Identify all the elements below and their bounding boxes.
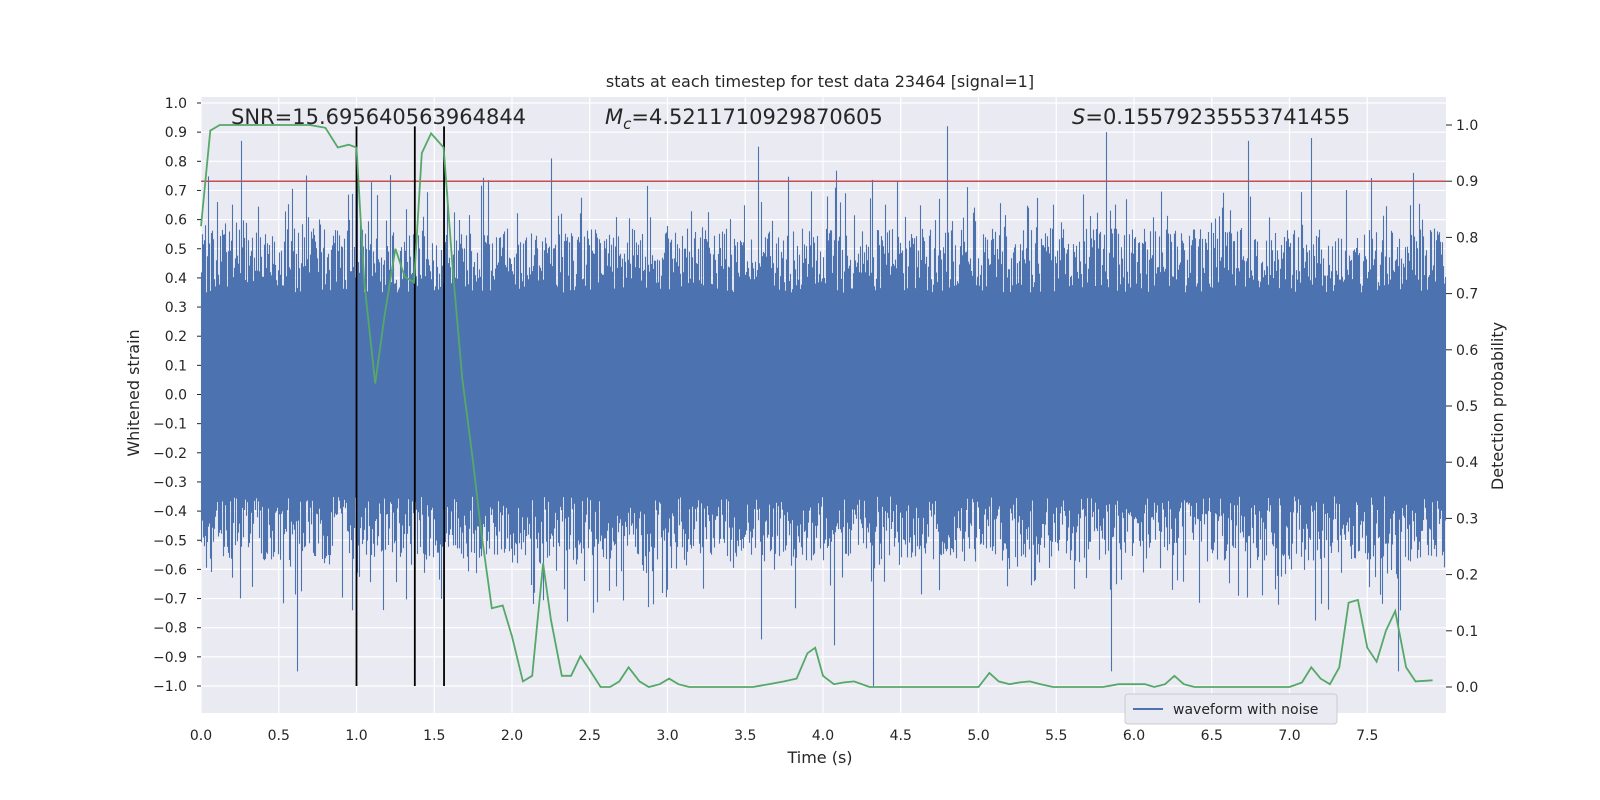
- y-tick-label: −0.2: [153, 446, 187, 462]
- x-tick-label: 4.0: [812, 728, 834, 744]
- y2-tick-label: 0.3: [1456, 511, 1478, 527]
- x-tick-label: 4.5: [890, 728, 912, 744]
- y-tick-label: −0.4: [153, 504, 187, 520]
- x-tick-label: 1.5: [423, 728, 445, 744]
- y-tick-label: −0.1: [153, 417, 187, 433]
- y-tick-label: −0.3: [153, 475, 187, 491]
- x-tick-label: 0.5: [268, 728, 290, 744]
- y-tick-label: 0.0: [165, 388, 187, 404]
- x-tick-label: 7.5: [1356, 728, 1378, 744]
- waveform-trace: [200, 126, 1447, 686]
- y2-tick-label: 0.5: [1456, 399, 1478, 415]
- y-tick-label: 1.0: [165, 96, 187, 112]
- y2-tick-label: 0.1: [1456, 624, 1478, 640]
- y2-axis-label: Detection probability: [1488, 322, 1507, 490]
- s-symbol: S: [1072, 105, 1085, 129]
- y2-tick-label: 0.8: [1456, 230, 1478, 246]
- y-tick-label: 0.9: [165, 125, 187, 141]
- chirp-mass-value: =4.5211710929870605: [631, 105, 882, 129]
- y2-tick-label: 0.0: [1456, 680, 1478, 696]
- x-tick-label: 6.0: [1123, 728, 1145, 744]
- y-tick-label: 0.3: [165, 300, 187, 316]
- y-tick-label: 0.4: [165, 271, 187, 287]
- chirp-mass-symbol: M: [605, 105, 623, 129]
- chirp-mass-annotation: Mc=4.5211710929870605: [605, 105, 883, 133]
- y-tick-label: −1.0: [153, 679, 187, 695]
- x-tick-label: 6.5: [1201, 728, 1223, 744]
- y-tick-label: 0.6: [165, 213, 187, 229]
- x-tick-label: 2.5: [579, 728, 601, 744]
- y2-tick-label: 0.7: [1456, 287, 1478, 303]
- y-tick-label: −0.6: [153, 562, 187, 578]
- y2-tick-label: 0.6: [1456, 343, 1478, 359]
- vertical-markers: [355, 126, 445, 686]
- y2-tick-label: 0.2: [1456, 568, 1478, 584]
- y-tick-label: −0.8: [153, 621, 187, 637]
- waveform-series: [200, 126, 1447, 686]
- y-tick-label: 0.2: [165, 329, 187, 345]
- legend-label-waveform: waveform with noise: [1173, 702, 1318, 718]
- snr-annotation: SNR=15.695640563964844: [231, 105, 526, 129]
- y-tick-label: 0.5: [165, 242, 187, 258]
- y2-tick-label: 1.0: [1456, 118, 1478, 134]
- y-tick-label: 0.7: [165, 183, 187, 199]
- y-tick-label: −0.9: [153, 650, 187, 666]
- chart-title: stats at each timestep for test data 234…: [606, 72, 1034, 91]
- y2-tick-label: 0.9: [1456, 174, 1478, 190]
- s-value: =0.15579235553741455: [1085, 105, 1350, 129]
- y-axis-label: Whitened strain: [124, 329, 143, 456]
- y-tick-label: 0.8: [165, 154, 187, 170]
- legend-box: [1124, 693, 1338, 725]
- chirp-mass-subscript: c: [623, 115, 632, 133]
- x-tick-label: 0.0: [190, 728, 212, 744]
- axis-ticks: 0.0 0.5 1.0 1.5 2.0 2.5 3.0 3.5 4.0 4.5 5.0 5.5 6.0 6…: [153, 96, 1478, 744]
- x-tick-label: 3.5: [734, 728, 756, 744]
- x-axis-label: Time (s): [786, 748, 852, 767]
- y2-tick-label: 0.4: [1456, 455, 1478, 471]
- x-tick-label: 2.0: [501, 728, 523, 744]
- y-tick-label: −0.7: [153, 592, 187, 608]
- s-annotation: S=0.15579235553741455: [1072, 105, 1350, 129]
- y-tick-label: −0.5: [153, 533, 187, 549]
- detection-probability-line: [200, 124, 1433, 688]
- x-tick-label: 5.5: [1045, 728, 1067, 744]
- x-tick-label: 1.0: [345, 728, 367, 744]
- legend: waveform with noise: [1124, 693, 1338, 725]
- x-tick-label: 5.0: [967, 728, 989, 744]
- x-tick-label: 7.0: [1278, 728, 1300, 744]
- y-tick-label: 0.1: [165, 358, 187, 374]
- x-tick-label: 3.0: [656, 728, 678, 744]
